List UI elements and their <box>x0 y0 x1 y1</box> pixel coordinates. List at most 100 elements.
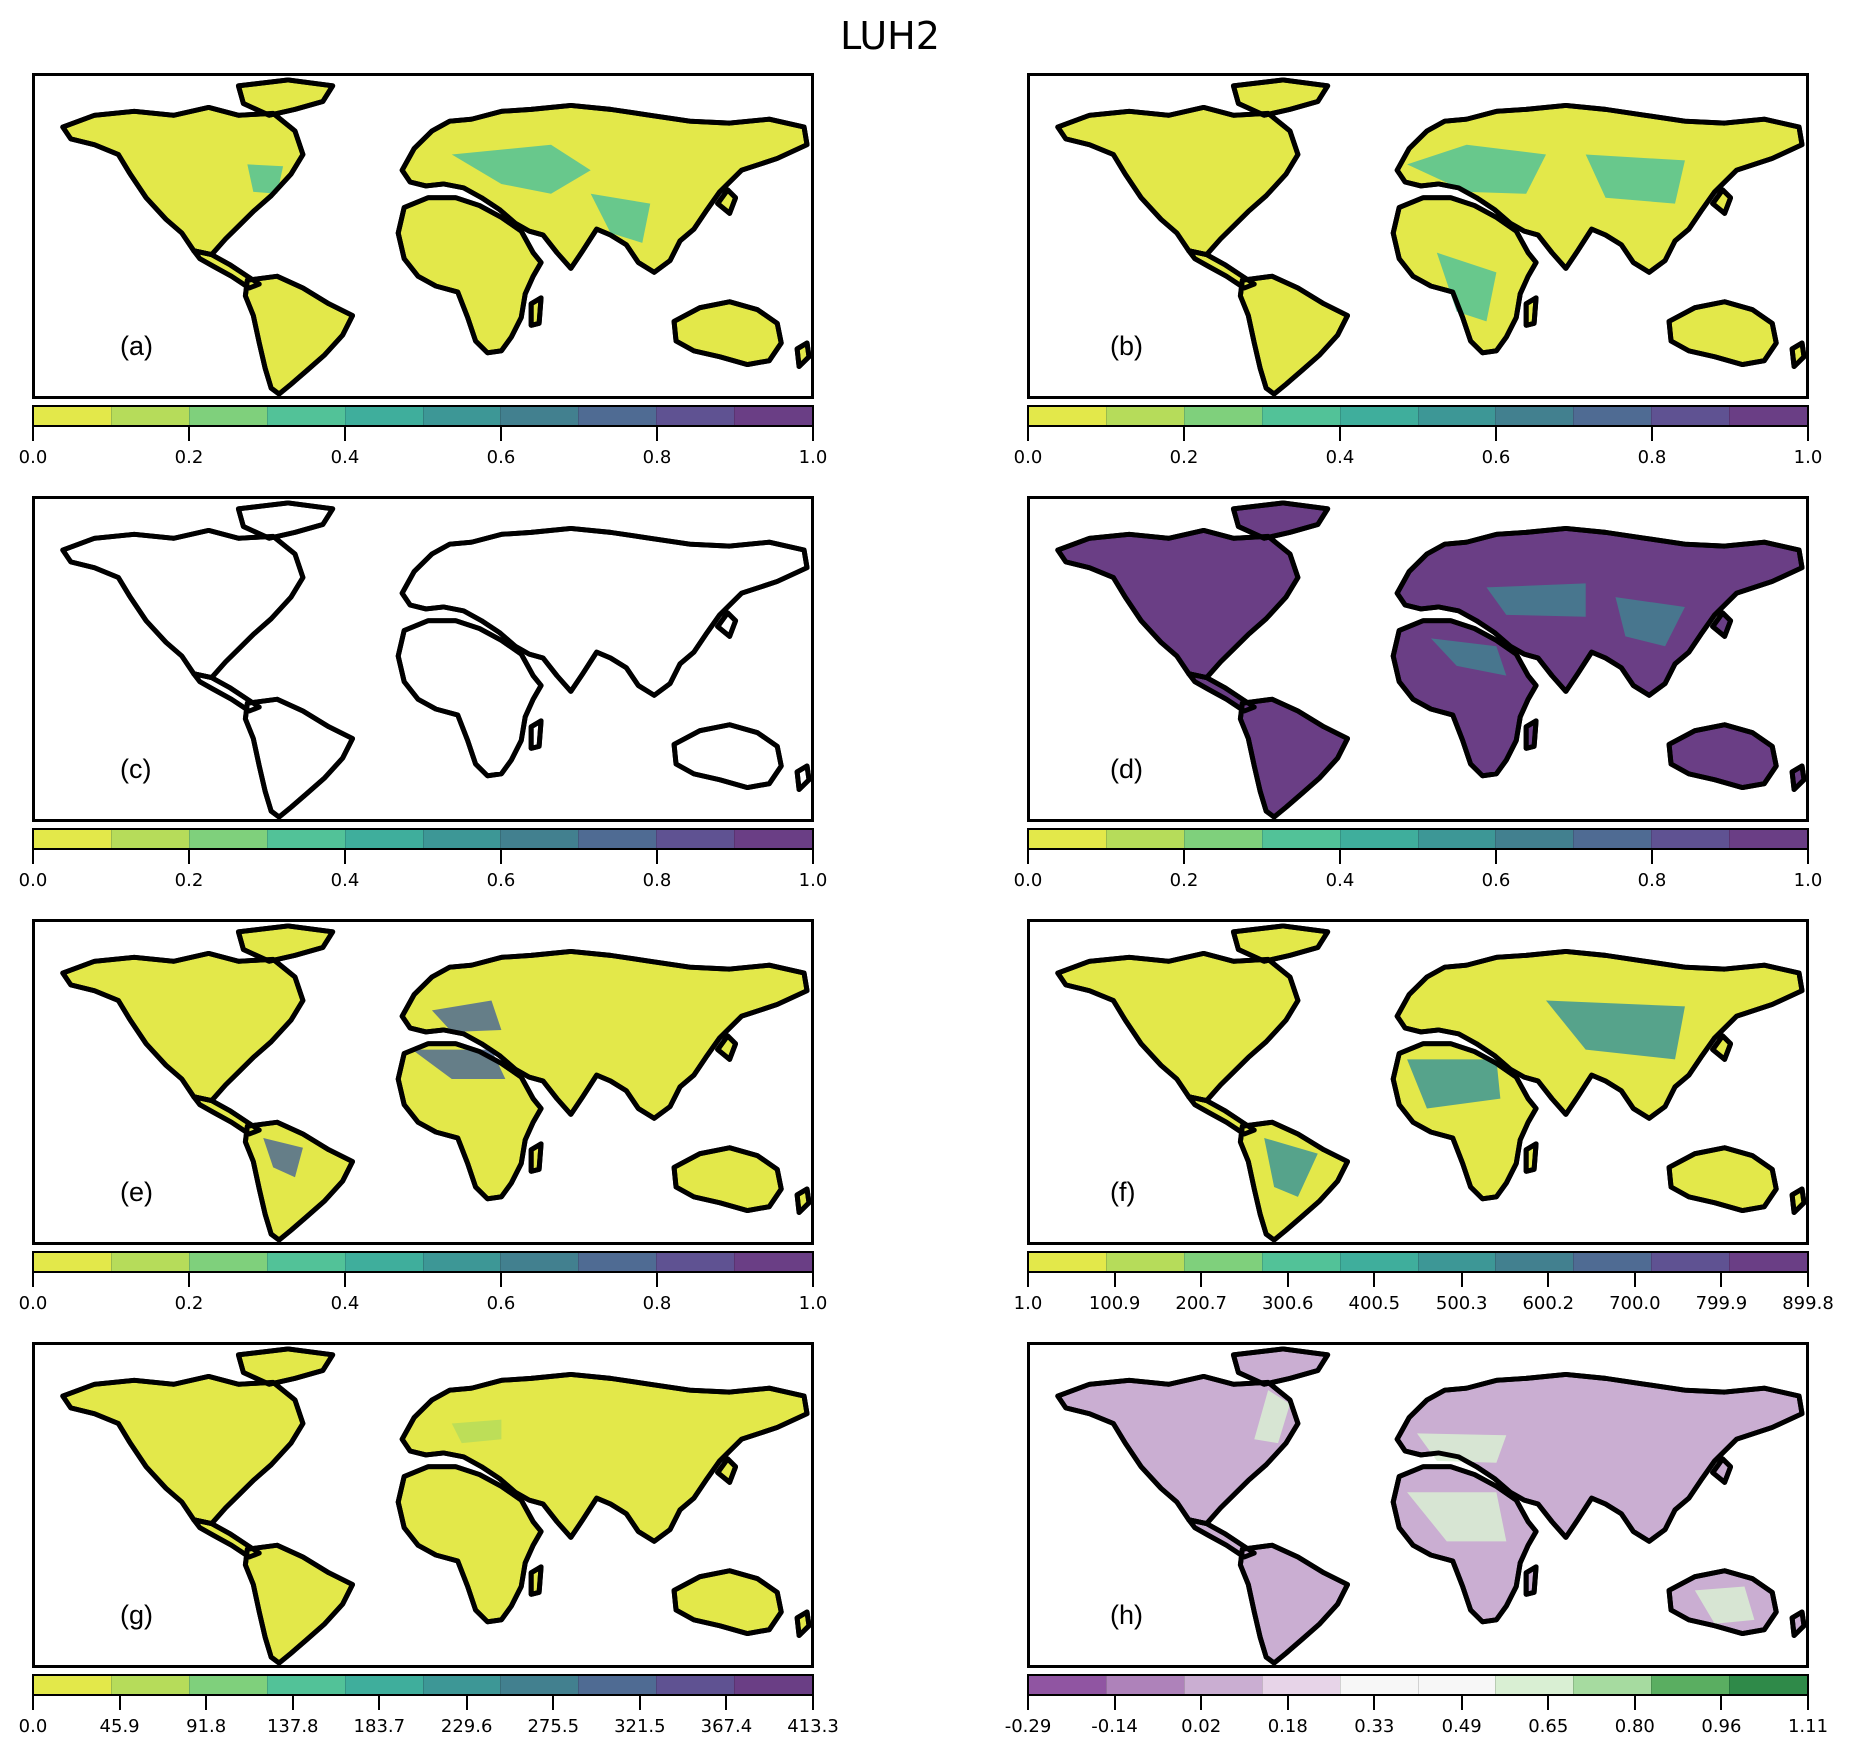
colorbar-tick-label: 0.02 <box>1181 1716 1222 1737</box>
colorbar-segment <box>34 830 111 848</box>
data-region <box>1407 1059 1501 1109</box>
coastline-north-america <box>1055 1373 1301 1527</box>
colorbar-tick <box>188 850 190 864</box>
colorbar-tick <box>1547 1696 1550 1710</box>
colorbar-tick-label: 0.6 <box>1481 870 1511 891</box>
coastline-greenland <box>1230 923 1331 964</box>
colorbar-segment <box>500 830 579 848</box>
coastline-greenland <box>235 923 336 964</box>
colorbar-tick <box>1460 1273 1463 1287</box>
colorbar-segment <box>656 830 735 848</box>
map-f: (f) <box>1027 919 1809 1245</box>
colorbar-tick-label: 1.0 <box>1013 1293 1043 1314</box>
coastline-eurasia <box>1394 1371 1805 1544</box>
data-region <box>431 1000 502 1032</box>
colorbar-tick <box>1113 1273 1116 1287</box>
colorbar-tick <box>1633 1273 1636 1287</box>
colorbar-tick-label: 0.8 <box>642 447 672 468</box>
colorbar-segment <box>734 407 813 425</box>
coastline-south-america <box>1237 1542 1351 1665</box>
coastline-madagascar <box>1523 1564 1539 1597</box>
colorbar-segment <box>1651 1253 1730 1271</box>
colorbar-tick-label: 0.2 <box>174 870 204 891</box>
colorbar-tick <box>1807 1696 1809 1710</box>
colorbar-tick <box>1720 1696 1723 1710</box>
colorbar-segment <box>1339 1253 1418 1271</box>
colorbar-segment <box>1339 407 1418 425</box>
colorbar-segment <box>1183 1676 1262 1694</box>
colorbar-segment <box>1495 407 1574 425</box>
colorbar-tick <box>378 1696 381 1710</box>
colorbar-tick <box>1027 427 1029 441</box>
colorbar-segment <box>1183 407 1262 425</box>
colorbar-tick-label: 275.5 <box>527 1716 580 1737</box>
coastline-eurasia <box>399 102 810 275</box>
colorbar-tick-label: 0.65 <box>1528 1716 1569 1737</box>
coastline-central-america <box>1186 1517 1257 1560</box>
coastline-north-america <box>1055 950 1301 1104</box>
coastline-new-zealand <box>1789 340 1806 370</box>
colorbar-tick-label: 1.0 <box>798 1293 828 1314</box>
colorbar-tick-label: 0.4 <box>1325 447 1355 468</box>
colorbar-tick <box>465 1696 468 1710</box>
colorbar-segment <box>110 407 189 425</box>
coastline-north-america <box>60 1373 306 1527</box>
coastline-south-america <box>242 273 356 396</box>
colorbar-tick-label: 0.96 <box>1701 1716 1742 1737</box>
coastline-central-america <box>1186 248 1257 291</box>
colorbar-g <box>32 1674 814 1696</box>
colorbar-tick-label: 0.80 <box>1614 1716 1655 1737</box>
colorbar-tick <box>1286 1273 1289 1287</box>
coastline-africa <box>395 1464 544 1625</box>
panel-b: (b) 0.0 0.2 0.4 0.6 0.8 1.0 <box>1014 73 1822 491</box>
coastline-madagascar <box>1523 718 1539 751</box>
colorbar-e <box>32 1251 814 1273</box>
coastline-greenland <box>1230 500 1331 541</box>
colorbar-tick <box>1720 1273 1723 1287</box>
coastline-japan <box>1710 1033 1734 1062</box>
colorbar-segment <box>188 1676 267 1694</box>
colorbar-tick <box>205 1696 208 1710</box>
colorbar-tick <box>1286 1696 1289 1710</box>
colorbar-tick-label: 137.8 <box>266 1716 319 1737</box>
colorbar-tick <box>1027 1696 1029 1710</box>
coastline-japan <box>715 187 739 216</box>
colorbar-tick-label: 0.6 <box>486 870 516 891</box>
panel-label: (f) <box>1110 1177 1136 1207</box>
colorbar-tick-label: 0.0 <box>18 447 48 468</box>
colorbar-segment <box>1417 830 1496 848</box>
colorbar-tick <box>1339 427 1341 441</box>
coastline-south-america <box>242 1542 356 1665</box>
coastline-australia <box>671 1145 784 1214</box>
colorbar-tick-label: 0.8 <box>1637 870 1667 891</box>
colorbar-tick-label: 1.0 <box>798 870 828 891</box>
colorbar-segment <box>344 830 423 848</box>
colorbar-tick <box>1200 1696 1203 1710</box>
colorbar-segment <box>1651 407 1730 425</box>
colorbar-tick <box>656 850 658 864</box>
coastline-greenland <box>1230 1346 1331 1387</box>
panel-g: (g) 0.0 45.9 91.8 137.8 183.7 229.6 275.5 321.5 3… <box>19 1342 839 1760</box>
colorbar-tick <box>1807 1273 1809 1287</box>
colorbar-segment <box>1105 1253 1184 1271</box>
colorbar-segment <box>266 1253 345 1271</box>
colorbar-a <box>32 405 814 427</box>
panel-label: (g) <box>120 1600 153 1630</box>
colorbar-segment <box>34 1676 111 1694</box>
colorbar-segment <box>734 830 813 848</box>
coastline-japan <box>1710 610 1734 639</box>
colorbar-segment <box>578 830 657 848</box>
colorbar-segment <box>1105 407 1184 425</box>
colorbar-segment <box>1183 1253 1262 1271</box>
coastline-north-america <box>1055 104 1301 258</box>
coastline-africa <box>395 195 544 356</box>
colorbar-tick-label: 0.49 <box>1441 1716 1482 1737</box>
coastline-australia <box>1666 722 1779 791</box>
colorbar-tick <box>656 427 658 441</box>
colorbar-segment <box>266 407 345 425</box>
colorbar-tick-label: 1.0 <box>798 447 828 468</box>
colorbar-segment <box>1573 1676 1652 1694</box>
colorbar-tick <box>188 1273 190 1287</box>
colorbar-tick-label: 500.3 <box>1435 1293 1488 1314</box>
coastline-africa <box>1390 195 1539 356</box>
